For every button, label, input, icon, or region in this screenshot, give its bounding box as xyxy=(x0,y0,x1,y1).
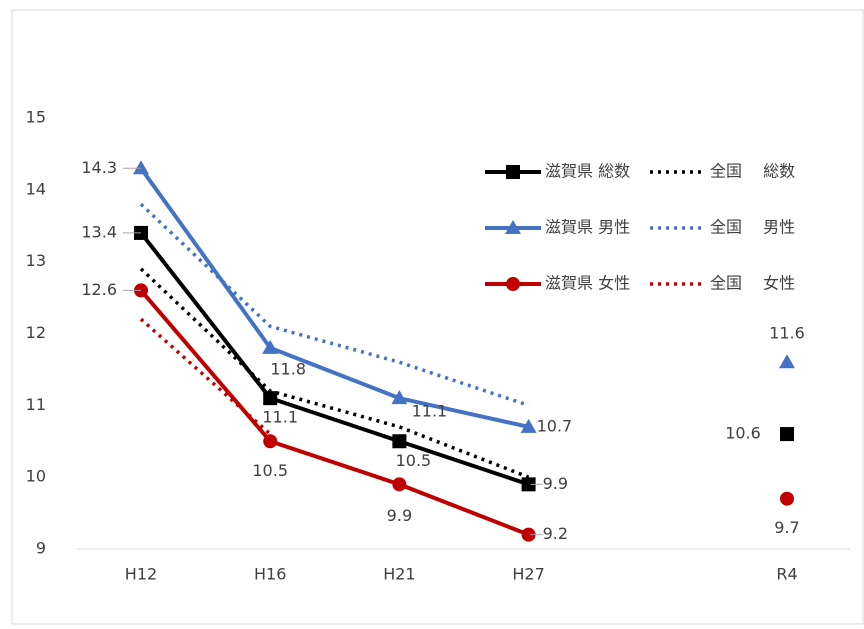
series-line xyxy=(139,289,530,537)
data-label: 11.1 xyxy=(412,402,448,421)
series-line xyxy=(139,231,530,487)
marker xyxy=(521,477,536,492)
x-tick-label: H16 xyxy=(254,565,286,584)
x-tick-label: H12 xyxy=(125,565,157,584)
y-tick-label: 10 xyxy=(26,467,46,486)
legend-label: 滋賀県 女性 xyxy=(545,274,630,293)
legend-label: 滋賀県 総数 xyxy=(545,162,630,181)
marker xyxy=(780,491,794,506)
data-label: 12.6 xyxy=(81,280,117,299)
marker xyxy=(133,160,149,175)
marker xyxy=(779,354,795,369)
marker xyxy=(521,527,536,542)
x-tick-label: H21 xyxy=(383,565,415,584)
legend-label: 全国 女性 xyxy=(710,274,795,293)
marker xyxy=(780,427,794,442)
legend-label: 滋賀県 男性 xyxy=(545,218,630,237)
data-label: 11.6 xyxy=(769,324,805,343)
series-line xyxy=(139,202,530,407)
data-label: 10.5 xyxy=(252,461,288,480)
data-label: 10.6 xyxy=(725,424,761,443)
marker xyxy=(505,220,521,234)
y-tick-label: 11 xyxy=(26,395,46,414)
series-line xyxy=(139,167,530,429)
chart-frame xyxy=(11,9,864,625)
data-label: 10.7 xyxy=(537,416,573,435)
y-tick-label: 15 xyxy=(26,108,46,127)
data-label: 11.1 xyxy=(262,408,298,427)
data-label: 10.5 xyxy=(396,451,432,470)
marker xyxy=(506,277,520,291)
y-tick-label: 9 xyxy=(36,539,46,558)
marker xyxy=(506,165,520,179)
marker xyxy=(520,418,537,433)
marker xyxy=(392,434,407,449)
series-line xyxy=(139,267,530,479)
legend-label: 全国 男性 xyxy=(710,218,795,237)
marker xyxy=(262,339,279,354)
data-label: 14.3 xyxy=(81,158,117,177)
x-tick-label: H27 xyxy=(512,565,544,584)
y-tick-label: 12 xyxy=(26,323,46,342)
marker xyxy=(263,434,278,449)
data-label: 9.9 xyxy=(387,506,412,525)
y-tick-label: 14 xyxy=(26,179,46,198)
marker xyxy=(391,390,408,405)
y-tick-label: 13 xyxy=(26,251,46,270)
data-label: 9.7 xyxy=(774,518,799,537)
data-label: 11.8 xyxy=(270,359,306,378)
series-line xyxy=(139,317,272,436)
data-label: 9.9 xyxy=(543,474,568,493)
data-label: 13.4 xyxy=(81,222,117,241)
legend-label: 全国 総数 xyxy=(710,162,795,181)
data-label: 9.2 xyxy=(543,524,568,543)
marker xyxy=(263,391,278,406)
marker xyxy=(392,477,407,492)
x-tick-label: R4 xyxy=(776,565,797,584)
